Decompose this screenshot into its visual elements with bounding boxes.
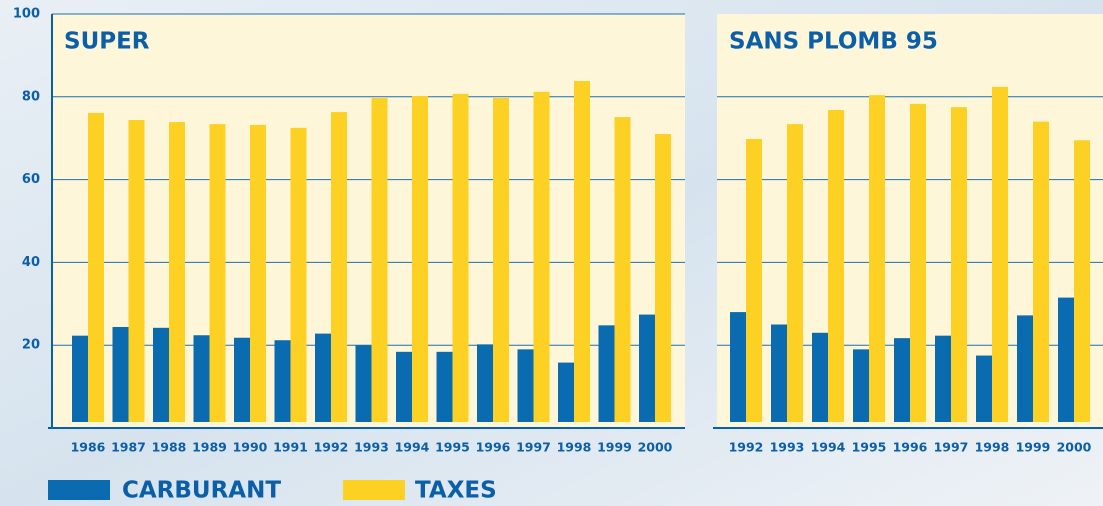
bar xyxy=(517,349,534,422)
bar xyxy=(787,124,803,423)
y-tick-label: 40 xyxy=(22,255,40,270)
bar xyxy=(910,103,926,422)
bar xyxy=(315,333,331,422)
bar xyxy=(1033,121,1049,422)
bar xyxy=(412,95,428,423)
bar xyxy=(128,119,145,422)
bar xyxy=(452,93,469,422)
bar xyxy=(436,351,453,422)
x-tick-label: 1999 xyxy=(597,440,632,455)
bar xyxy=(371,98,388,423)
x-tick-label: 2000 xyxy=(638,440,673,455)
x-tick-label: 1999 xyxy=(1016,440,1051,455)
bar xyxy=(290,127,307,422)
bar xyxy=(274,340,291,422)
x-tick-label: 1991 xyxy=(273,440,308,455)
bar xyxy=(250,124,266,423)
bar xyxy=(639,314,655,422)
legend-swatch xyxy=(48,480,110,500)
bar xyxy=(935,335,951,422)
bar xyxy=(771,324,787,422)
bar xyxy=(1058,297,1074,422)
bar xyxy=(1074,140,1090,422)
x-tick-label: 1997 xyxy=(516,440,551,455)
bar xyxy=(853,349,869,422)
bar xyxy=(88,112,104,423)
x-tick-label: 1996 xyxy=(476,440,511,455)
bar xyxy=(477,344,493,422)
bar xyxy=(614,117,631,422)
x-tick-label: 1996 xyxy=(893,440,928,455)
bar xyxy=(812,332,828,422)
x-tick-label: 1994 xyxy=(395,440,430,455)
panel-title: SUPER xyxy=(64,29,150,55)
bar xyxy=(533,91,550,422)
bar xyxy=(976,355,992,422)
bar xyxy=(574,81,590,423)
y-tick-label: 100 xyxy=(13,7,40,22)
bar xyxy=(992,86,1008,422)
x-tick-label: 1998 xyxy=(975,440,1010,455)
bar xyxy=(355,345,372,422)
bar xyxy=(209,124,226,423)
y-tick-label: 20 xyxy=(22,338,40,353)
legend-label: CARBURANT xyxy=(122,478,281,504)
x-tick-label: 1992 xyxy=(314,440,349,455)
bar xyxy=(72,335,88,422)
bar xyxy=(598,325,615,422)
x-tick-label: 1988 xyxy=(152,440,187,455)
legend-swatch xyxy=(343,480,405,500)
bar xyxy=(153,327,169,422)
bar xyxy=(193,335,210,422)
x-tick-label: 1990 xyxy=(233,440,268,455)
x-tick-label: 1992 xyxy=(729,440,764,455)
x-tick-label: 1994 xyxy=(811,440,846,455)
bar xyxy=(951,107,967,423)
y-tick-label: 80 xyxy=(22,89,40,104)
bar xyxy=(730,312,746,422)
bar xyxy=(396,351,412,422)
y-tick-label: 60 xyxy=(22,172,40,187)
x-tick-label: 1987 xyxy=(111,440,146,455)
x-tick-label: 1989 xyxy=(192,440,227,455)
x-tick-label: 1993 xyxy=(770,440,805,455)
x-tick-label: 1995 xyxy=(435,440,470,455)
x-tick-label: 1986 xyxy=(71,440,106,455)
legend-label: TAXES xyxy=(415,478,497,504)
x-tick-label: 1995 xyxy=(852,440,887,455)
bar xyxy=(558,362,574,422)
bar xyxy=(234,337,250,422)
bar xyxy=(869,95,885,423)
x-tick-label: 2000 xyxy=(1057,440,1092,455)
x-tick-label: 1997 xyxy=(934,440,969,455)
bar xyxy=(493,98,509,423)
bar xyxy=(112,326,129,422)
bar xyxy=(1017,315,1033,422)
bar xyxy=(169,122,185,422)
bar xyxy=(746,139,762,422)
x-tick-label: 1993 xyxy=(354,440,389,455)
bar xyxy=(655,134,671,422)
bar xyxy=(828,110,844,422)
x-tick-label: 1998 xyxy=(557,440,592,455)
bar xyxy=(331,112,347,423)
panel-title: SANS PLOMB 95 xyxy=(729,29,938,55)
bar xyxy=(894,338,910,422)
